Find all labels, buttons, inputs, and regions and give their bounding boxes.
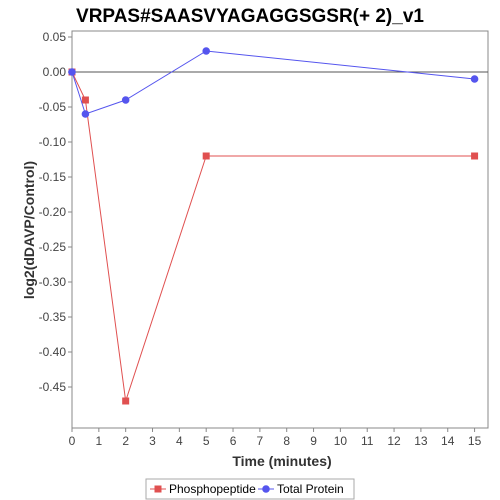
legend-label: Phosphopeptide (169, 482, 256, 496)
plot-area (71, 30, 489, 429)
data-point (202, 152, 210, 160)
y-tick-label: -0.05 (39, 100, 67, 114)
series-layer (68, 47, 479, 405)
y-tick-label: -0.35 (39, 310, 67, 324)
x-tick-label: 6 (230, 434, 237, 448)
legend-swatch (154, 485, 162, 493)
y-tick-label: -0.25 (39, 240, 67, 254)
y-tick-label: -0.20 (39, 205, 67, 219)
y-tick-label: -0.10 (39, 135, 67, 149)
x-tick-label: 8 (283, 434, 290, 448)
x-axis: 0 1 2 3 4 5 6 7 8 9 10 11 12 13 14 15 (69, 428, 482, 448)
data-point (471, 152, 479, 160)
x-tick-label: 10 (334, 434, 348, 448)
x-tick-label: 3 (149, 434, 156, 448)
x-tick-label: 13 (414, 434, 428, 448)
data-point (122, 397, 130, 405)
legend-swatch (262, 485, 270, 493)
y-tick-label: -0.45 (39, 380, 67, 394)
y-axis-label: log2(dDAVP/Control) (21, 161, 37, 299)
x-axis-label: Time (minutes) (232, 453, 331, 469)
data-point (121, 96, 130, 104)
y-tick-label: -0.30 (39, 275, 67, 289)
y-tick-label: -0.40 (39, 345, 67, 359)
x-tick-label: 11 (361, 434, 374, 448)
y-tick-label: 0.05 (43, 30, 67, 44)
y-tick-label: -0.15 (39, 170, 67, 184)
x-tick-label: 12 (387, 434, 401, 448)
legend: Phosphopeptide Total Protein (150, 482, 344, 496)
x-tick-label: 15 (468, 434, 482, 448)
x-tick-label: 4 (176, 434, 183, 448)
x-tick-label: 7 (257, 434, 264, 448)
y-axis: 0.05 0.00 -0.05 -0.10 -0.15 -0.20 -0.25 -0.30 -0… (39, 30, 72, 394)
data-point (470, 75, 479, 83)
data-point (81, 96, 89, 104)
data-point (202, 47, 210, 55)
x-tick-label: 1 (95, 434, 102, 448)
x-tick-label: 5 (203, 434, 210, 448)
legend-label: Total Protein (277, 482, 344, 496)
data-point (68, 68, 76, 76)
x-tick-label: 14 (441, 434, 455, 448)
y-tick-label: 0.00 (43, 65, 67, 79)
x-tick-label: 2 (122, 434, 129, 448)
chart-title: VRPAS#SAASVYAGAGGSGSR(+ 2)_v1 (76, 6, 424, 27)
legend-box (145, 478, 355, 500)
x-tick-label: 9 (310, 434, 317, 448)
data-point (81, 110, 90, 118)
x-tick-label: 0 (69, 434, 76, 448)
